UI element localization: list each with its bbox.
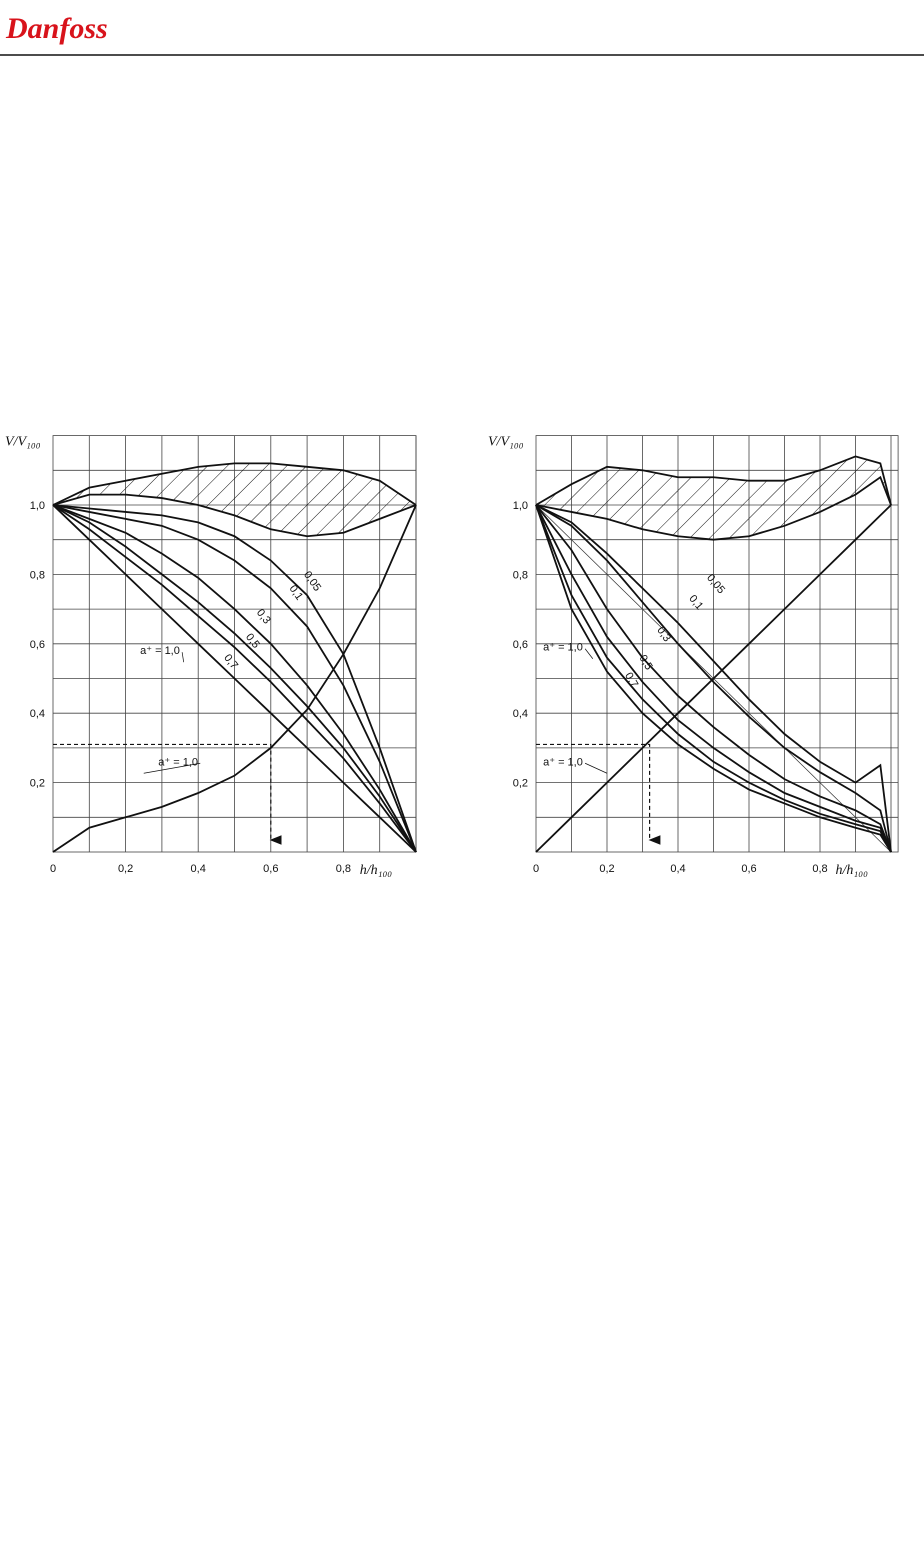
x-tick-label: 0,6: [263, 863, 278, 875]
y-tick-label: 1,0: [30, 500, 45, 512]
chart: 0 0,2 0,4 0,6 0,8 0,2 0,4 0,6 0,8 1,0 V/V₁₀₀ h/h₁₀₀…: [488, 435, 899, 878]
x-axis-title: h/h₁₀₀: [836, 863, 869, 878]
curve: [52, 504, 417, 853]
curve-label: a⁺ = 1,0: [543, 756, 583, 768]
y-tick-label: 1,0: [513, 500, 528, 512]
y-tick-label: 0,2: [30, 778, 45, 790]
x-tick-label: 0: [50, 863, 56, 875]
leader-line: [584, 648, 594, 659]
chart: 0 0,2 0,4 0,6 0,8 0,2 0,4 0,6 0,8 1,0 V/V₁₀₀ h/h₁₀₀…: [5, 435, 417, 878]
curve-label: a⁺ = 1,0: [158, 756, 198, 768]
x-axis-title: h/h₁₀₀: [360, 863, 393, 878]
curve: [52, 504, 417, 853]
leader-line: [584, 762, 608, 774]
curve: [52, 504, 417, 853]
curve: [535, 504, 892, 853]
curve: [535, 504, 892, 853]
x-tick-label: 0,2: [118, 863, 133, 875]
curve-label: 0,05: [301, 569, 323, 593]
curve: [52, 504, 417, 853]
x-tick-label: 0,4: [670, 863, 685, 875]
curve: [535, 504, 892, 853]
y-tick-label: 0,6: [513, 639, 528, 651]
curve-label: a⁺ = 1,0: [140, 645, 180, 657]
curve: [535, 504, 892, 853]
band-lower: [535, 475, 892, 541]
y-tick-label: 0,6: [30, 639, 45, 651]
x-tick-label: 0: [533, 863, 539, 875]
x-tick-label: 0,4: [191, 863, 206, 875]
curve: [52, 504, 417, 853]
band-lower: [52, 493, 417, 538]
curve: [52, 504, 417, 853]
curve-label: a⁺ = 1,0: [543, 642, 583, 654]
curve-label: 0,05: [704, 572, 727, 596]
curve-label: 0,7: [622, 671, 640, 690]
curve: [535, 504, 892, 853]
curve: [535, 504, 892, 853]
curve: [535, 504, 892, 853]
y-axis-title: V/V₁₀₀: [488, 435, 524, 450]
leader-line: [143, 762, 201, 774]
curve: [52, 504, 417, 853]
curve-label: 0,5: [243, 631, 262, 650]
y-tick-label: 0,8: [30, 569, 45, 581]
y-axis-title: V/V₁₀₀: [5, 435, 41, 450]
reading-line: [53, 743, 282, 845]
x-tick-label: 0,2: [599, 863, 614, 875]
curve-label: 0,5: [636, 653, 654, 672]
y-tick-label: 0,4: [513, 708, 528, 720]
band-upper: [535, 455, 892, 506]
y-tick-label: 0,8: [513, 569, 528, 581]
curve-label: 0,1: [286, 583, 305, 602]
y-tick-label: 0,4: [30, 708, 45, 720]
curve-label: 0,3: [254, 607, 273, 626]
curve-label: 0,3: [654, 625, 673, 644]
band-upper: [52, 462, 417, 506]
y-tick-label: 0,2: [513, 778, 528, 790]
hatched-band: [53, 463, 416, 537]
leader-line: [181, 652, 185, 663]
reading-line: [536, 743, 661, 845]
x-tick-label: 0,6: [741, 863, 756, 875]
x-tick-label: 0,8: [812, 863, 827, 875]
x-tick-label: 0,8: [336, 863, 351, 875]
logo: Danfoss: [5, 12, 108, 45]
